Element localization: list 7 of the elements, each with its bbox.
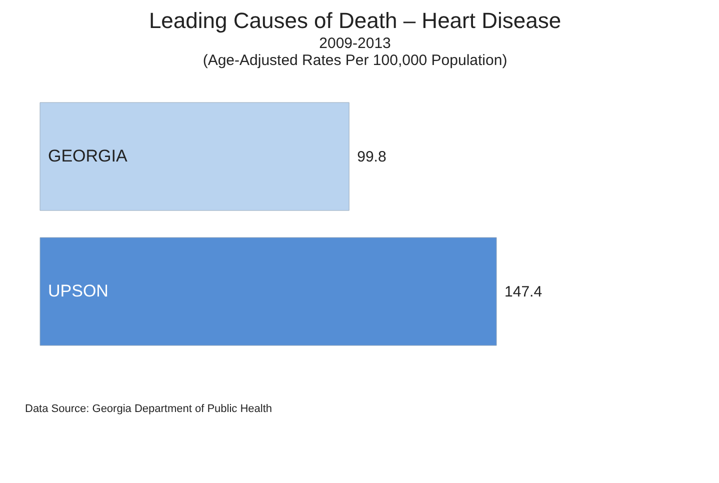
chart-subtitle: 2009-2013 (Age-Adjusted Rates Per 100,000 Population): [202, 35, 508, 69]
chart-title: Leading Causes of Death – Heart Disease: [148, 8, 562, 33]
y-tick-label: UPSON: [48, 282, 108, 300]
data-label: 147.4: [504, 284, 542, 300]
source-note: Data Source: Georgia Department of Public Health: [25, 403, 272, 415]
data-label: 99.8: [357, 148, 386, 166]
y-tick-label: GEORGIA: [48, 146, 128, 166]
